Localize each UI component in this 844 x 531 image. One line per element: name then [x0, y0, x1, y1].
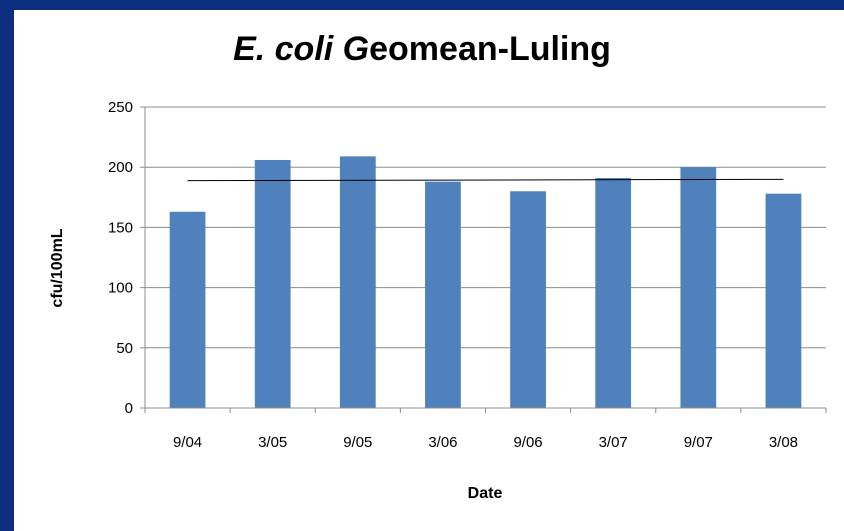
- x-tick-label: 3/05: [258, 434, 287, 451]
- y-tick-label: 100: [108, 280, 133, 297]
- y-tick-label: 150: [108, 219, 133, 236]
- y-tick-label: 200: [108, 159, 133, 176]
- gridlines: [140, 106, 826, 409]
- bar: [765, 193, 802, 408]
- y-tick-label: 50: [116, 340, 133, 357]
- trendline: [187, 178, 784, 182]
- bars: [169, 156, 802, 408]
- x-tick-label: 9/07: [684, 434, 713, 451]
- x-axis-title: Date: [468, 485, 503, 502]
- x-axis: 9/04 3/05 9/05 3/06 9/06 3/07 9/07 3/08: [144, 407, 827, 451]
- y-tick-label: 0: [125, 400, 133, 417]
- chart-title-rest: eomean-Luling: [369, 30, 611, 68]
- bar: [339, 156, 376, 408]
- x-tick-label: 9/06: [513, 434, 542, 451]
- bar: [254, 159, 291, 408]
- bar: [595, 178, 632, 408]
- x-tick-label: 3/06: [428, 434, 457, 451]
- x-tick-label: 3/07: [599, 434, 628, 451]
- chart-title: E. coli Geomean-Luling: [0, 30, 844, 69]
- bar: [680, 167, 717, 408]
- bar: [169, 211, 206, 408]
- trendline-line: [187, 178, 784, 182]
- chart-title-italic: E. coli G: [233, 30, 370, 68]
- y-axis-title: cfu/100mL: [49, 228, 66, 307]
- x-tick-label: 9/05: [343, 434, 372, 451]
- y-tick-labels: 0 50 100 150 200 250: [108, 99, 133, 417]
- x-tick-label: 9/04: [173, 434, 202, 451]
- x-tick-label: 3/08: [769, 434, 798, 451]
- bar: [510, 191, 546, 408]
- y-tick-label: 250: [108, 99, 133, 116]
- bar: [425, 181, 461, 408]
